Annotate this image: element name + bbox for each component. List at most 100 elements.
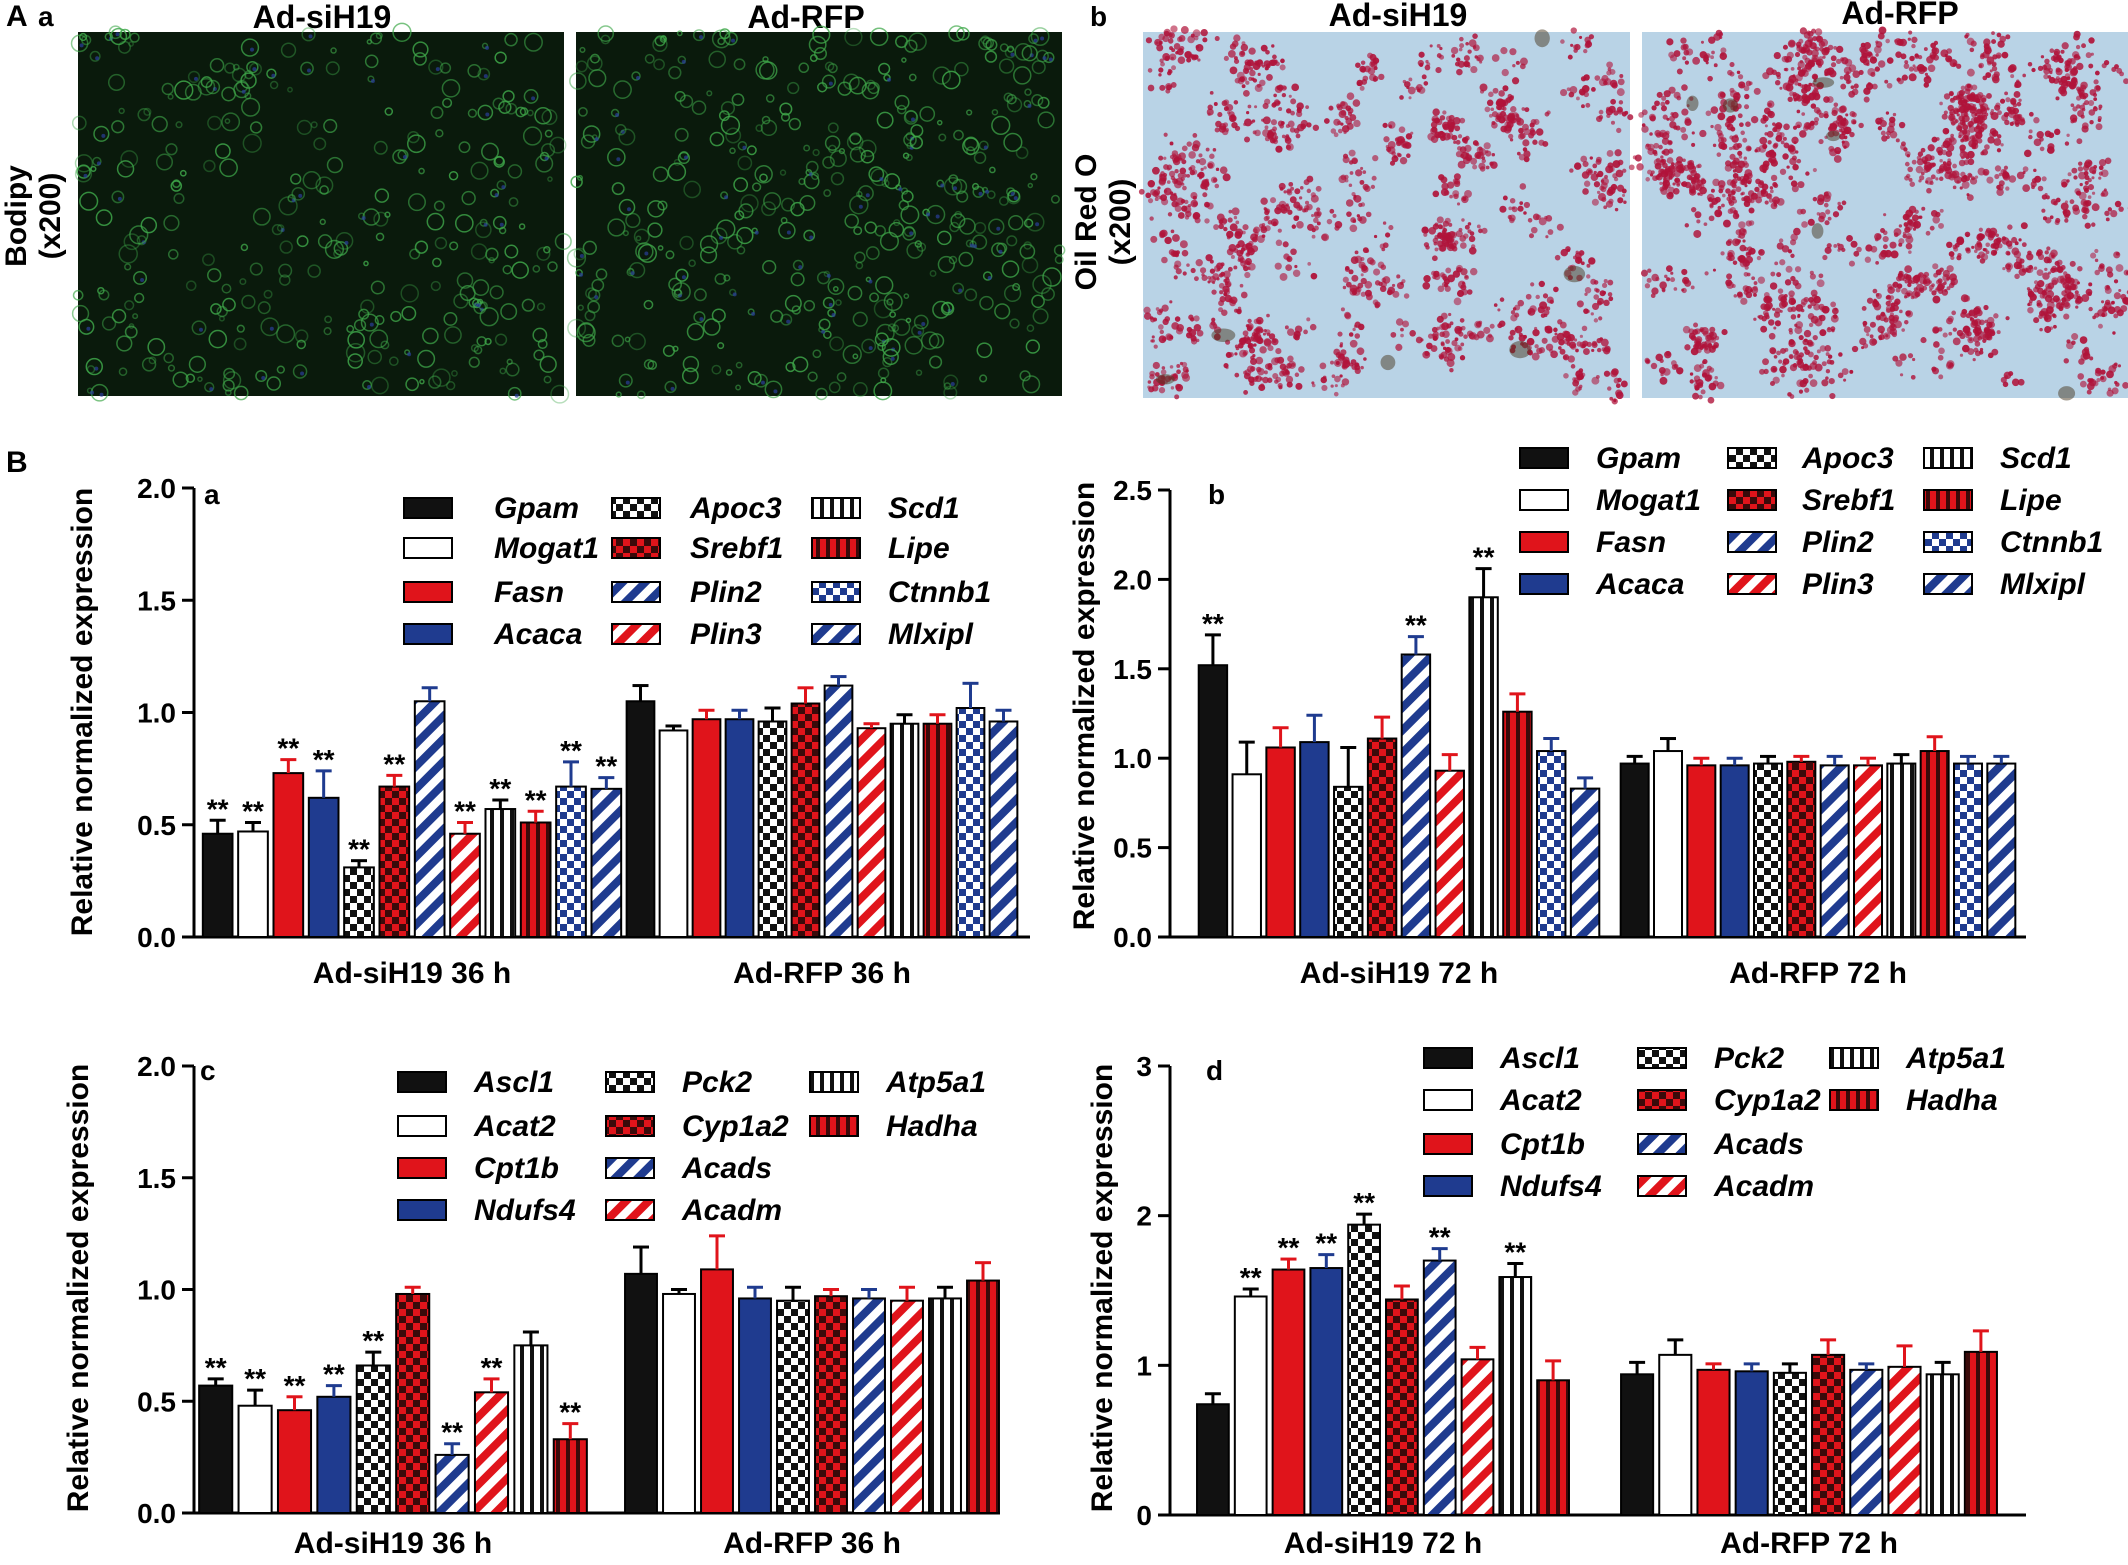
lipid-droplet bbox=[2046, 246, 2051, 251]
lipid-droplet bbox=[1436, 53, 1442, 59]
lipid-droplet bbox=[2101, 63, 2107, 69]
lipid-droplet bbox=[1767, 140, 1772, 145]
lipid-cell bbox=[187, 70, 201, 84]
lipid-droplet bbox=[1223, 292, 1228, 297]
lipid-cell bbox=[950, 213, 966, 229]
bar-plin3 bbox=[1434, 769, 1465, 938]
lipid-droplet bbox=[1601, 282, 1608, 288]
lipid-droplet bbox=[2061, 42, 2069, 50]
lipid-cell bbox=[686, 322, 705, 341]
lipid-droplet bbox=[1457, 134, 1463, 139]
lipid-cell bbox=[291, 187, 306, 201]
lipid-droplet bbox=[1817, 194, 1825, 202]
lipid-droplet bbox=[1751, 276, 1756, 281]
lipid-cell bbox=[815, 387, 828, 401]
lipid-droplet bbox=[1956, 237, 1965, 246]
legend-label: Ctnnb1 bbox=[2000, 526, 2103, 559]
lipid-droplet bbox=[1929, 180, 1934, 186]
lipid-droplet bbox=[1929, 51, 1937, 59]
lipid-droplet bbox=[1838, 352, 1843, 357]
lipid-droplet bbox=[1917, 273, 1922, 278]
lipid-droplet bbox=[1224, 127, 1230, 133]
lipid-droplet bbox=[1418, 51, 1425, 58]
lipid-droplet bbox=[1671, 111, 1679, 119]
lipid-droplet bbox=[1534, 344, 1539, 349]
lipid-droplet bbox=[1464, 275, 1468, 279]
lipid-droplet bbox=[1697, 179, 1704, 186]
lipid-cell bbox=[857, 185, 874, 202]
lipid-droplet bbox=[2080, 81, 2088, 90]
lipid-droplet bbox=[1278, 385, 1283, 390]
lipid-cell bbox=[822, 156, 835, 169]
lipid-cell bbox=[413, 52, 427, 66]
lipid-droplet bbox=[1320, 376, 1327, 384]
lipid-droplet bbox=[1792, 93, 1801, 101]
lipid-cell bbox=[461, 190, 476, 206]
lipid-droplet bbox=[1638, 112, 1645, 118]
lipid-cell bbox=[823, 330, 832, 339]
lipid-droplet bbox=[1783, 123, 1790, 131]
lipid-cell bbox=[392, 22, 412, 42]
lipid-droplet bbox=[2014, 83, 2019, 88]
lipid-cell bbox=[717, 342, 725, 350]
lipid-droplet bbox=[1329, 208, 1335, 214]
lipid-cell bbox=[1037, 111, 1055, 129]
lipid-droplet bbox=[1174, 394, 1180, 400]
lipid-droplet bbox=[1547, 229, 1554, 235]
lipid-droplet bbox=[1446, 181, 1455, 189]
lipid-droplet bbox=[1914, 291, 1921, 298]
lipid-cell bbox=[714, 273, 727, 285]
lipid-droplet bbox=[1649, 132, 1653, 136]
lipid-droplet bbox=[1793, 141, 1797, 145]
lipid-droplet bbox=[1355, 62, 1361, 68]
lipid-droplet bbox=[1988, 328, 1995, 335]
lipid-droplet bbox=[1649, 115, 1656, 122]
lipid-droplet bbox=[1777, 288, 1784, 294]
lipid-droplet bbox=[1978, 62, 1984, 69]
lipid-cell bbox=[319, 185, 330, 195]
lipid-cell bbox=[823, 189, 832, 197]
lipid-droplet bbox=[2084, 350, 2090, 356]
lipid-droplet bbox=[1800, 208, 1807, 215]
lipid-droplet bbox=[2088, 282, 2093, 287]
lipid-cell bbox=[302, 170, 321, 190]
lipid-cell bbox=[72, 289, 84, 301]
lipid-droplet bbox=[1710, 188, 1715, 193]
lipid-cell bbox=[296, 235, 309, 248]
lipid-cell bbox=[791, 305, 801, 315]
lipid-cell bbox=[519, 107, 529, 116]
lipid-droplet bbox=[1159, 84, 1166, 91]
lipid-droplet bbox=[1951, 310, 1957, 316]
lipid-cell bbox=[210, 303, 222, 315]
lipid-droplet bbox=[1867, 82, 1872, 86]
lipid-droplet bbox=[1909, 55, 1915, 62]
lipid-droplet bbox=[1707, 343, 1713, 349]
lipid-droplet bbox=[2101, 189, 2109, 197]
lipid-cell bbox=[735, 361, 743, 369]
lipid-droplet bbox=[2055, 68, 2063, 76]
lipid-droplet bbox=[1455, 139, 1461, 145]
lipid-droplet bbox=[1553, 327, 1558, 333]
lipid-droplet bbox=[1244, 68, 1249, 74]
lipid-droplet bbox=[1342, 153, 1349, 159]
lipid-cell bbox=[615, 391, 622, 398]
lipid-droplet bbox=[1967, 158, 1975, 166]
lipid-droplet bbox=[2089, 377, 2094, 382]
lipid-droplet bbox=[1836, 45, 1844, 54]
lipid-cell bbox=[755, 124, 764, 132]
lipid-droplet bbox=[2076, 293, 2081, 298]
lipid-cell bbox=[703, 318, 721, 336]
lipid-droplet bbox=[1502, 85, 1509, 92]
lipid-cell bbox=[428, 59, 444, 75]
y-tick-label: 0.5 bbox=[137, 810, 176, 841]
lipid-cell bbox=[747, 308, 755, 316]
lipid-cell bbox=[932, 300, 951, 319]
lipid-droplet bbox=[1279, 64, 1286, 71]
lipid-droplet bbox=[1583, 180, 1591, 187]
lipid-droplet bbox=[1579, 334, 1583, 338]
lipid-cell bbox=[533, 349, 545, 361]
lipid-droplet bbox=[1282, 241, 1289, 248]
lipid-droplet bbox=[1664, 274, 1668, 279]
lipid-droplet bbox=[1296, 221, 1304, 229]
lipid-droplet bbox=[1794, 52, 1801, 58]
